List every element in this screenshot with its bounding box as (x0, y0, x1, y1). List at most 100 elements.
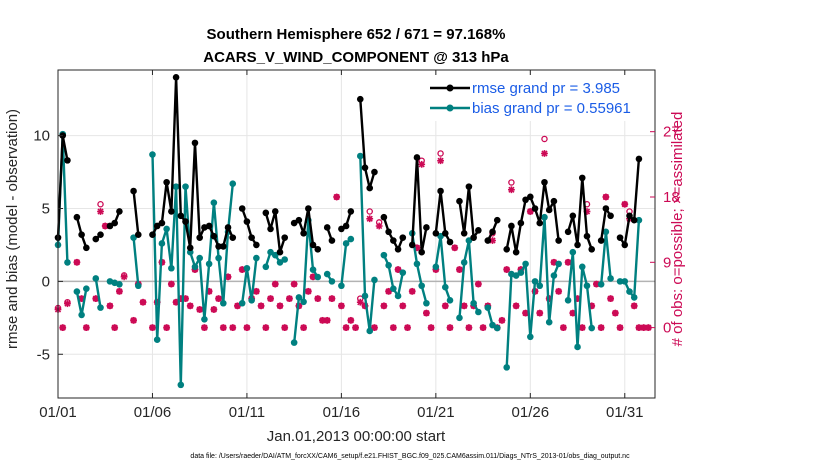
bias-point (281, 256, 289, 263)
rmse-point (465, 183, 473, 190)
rmse-point (503, 246, 510, 253)
bias-point (531, 278, 539, 285)
rmse-point (168, 208, 175, 215)
legend-box (420, 75, 646, 121)
bias-point (413, 260, 421, 268)
obs-assimilated-point (399, 302, 407, 310)
bias-point (635, 216, 643, 224)
plot-frame (57, 69, 656, 399)
obs-assimilated-stroke (286, 295, 293, 302)
bias-point (390, 285, 397, 292)
obs-assimilated-point (257, 302, 265, 310)
bias-point (394, 292, 402, 300)
obs-assimilated-point (92, 295, 100, 302)
rmse-point (253, 241, 260, 249)
rmse-point (271, 208, 279, 215)
obs-assimilated-point (304, 287, 312, 295)
obs-assimilated-point (219, 324, 227, 332)
bias-point (290, 339, 298, 346)
rmse-point (564, 228, 572, 236)
obs-assimilated-point (446, 324, 454, 332)
obs-assimilated-point (474, 280, 482, 288)
obs-assimilated-stroke (78, 295, 85, 302)
obs-assimilated-point (139, 298, 147, 306)
bias-point (300, 298, 307, 306)
bias-point (153, 336, 161, 343)
obs-assimilated-point (456, 266, 463, 273)
obs-assimilated-point (366, 215, 374, 223)
x-axis-label: Jan.01,2013 00:00:00 start (267, 428, 446, 445)
rmse-point (512, 248, 520, 256)
obs-assimilated-point (479, 324, 487, 332)
obs-possible-point (508, 179, 515, 186)
bias-point (92, 275, 100, 282)
bias-point (399, 269, 407, 276)
obs-assimilated-point (555, 287, 563, 295)
obs-assimilated-stroke (196, 306, 203, 313)
obs-assimilated-stroke (106, 302, 114, 309)
obs-assimilated-stroke (342, 324, 350, 331)
rmse-point (607, 212, 614, 220)
bias-point (630, 294, 638, 301)
rmse-point (361, 164, 369, 171)
obs-assimilated-point (319, 316, 326, 324)
bias-point (517, 269, 525, 276)
x-axis-ticks: 01/01 01/06 01/11 01/16 01/21 01/26 01/31 (39, 70, 644, 421)
y-tick-label: 5 (42, 200, 50, 217)
obs-assimilated-stroke (352, 324, 359, 331)
obs-assimilated-stroke (243, 324, 251, 331)
obs-assimilated-stroke (276, 302, 284, 309)
rmse-point (527, 193, 534, 201)
bias-point (220, 299, 227, 307)
bias-point (602, 228, 610, 236)
rmse-point (522, 196, 529, 204)
obs-assimilated-stroke (305, 288, 312, 295)
obs-assimilated-point (186, 302, 194, 310)
obs-assimilated-point (607, 295, 615, 302)
obs-assimilated-point (314, 295, 322, 302)
obs-assimilated-stroke (560, 324, 567, 331)
obs-assimilated-point (210, 306, 218, 313)
obs-assimilated-stroke (522, 309, 529, 317)
obs-assimilated-stroke (380, 302, 388, 309)
bias-point (97, 304, 104, 311)
obs-assimilated-point (404, 324, 411, 332)
obs-assimilated-point (290, 280, 298, 288)
obs-assimilated-stroke (272, 280, 279, 288)
obs-assimilated-stroke (300, 324, 307, 331)
bias-point (522, 260, 529, 268)
obs-assimilated-point (503, 266, 511, 273)
obs-assimilated-stroke (635, 324, 643, 331)
obs-assimilated-stroke (645, 324, 652, 331)
rmse-point (116, 208, 123, 215)
rmse-point (437, 187, 444, 195)
obs-assimilated-stroke (168, 280, 175, 288)
obs-assimilated-stroke (366, 215, 373, 222)
obs-assimilated-point (635, 324, 643, 332)
bias-point (130, 234, 137, 241)
rmse-point (347, 208, 355, 215)
rmse-point (106, 222, 114, 230)
obs-assimilated-stroke (508, 186, 515, 193)
bias-point (201, 315, 208, 323)
obs-assimilated-point (460, 302, 468, 310)
bias-point (78, 311, 85, 319)
bias-point (243, 264, 251, 272)
obs-possible-point (541, 135, 548, 143)
rmse-point (588, 246, 596, 253)
rmse-point (295, 216, 303, 224)
obs-assimilated-point (196, 306, 204, 313)
obs-assimilated-stroke (489, 237, 496, 244)
obs-assimilated-stroke (607, 295, 614, 302)
rmse-point (158, 219, 166, 227)
obs-assimilated-point (130, 316, 137, 324)
rmse-point (489, 228, 496, 236)
y2-tick-label: 27 (663, 124, 680, 141)
obs-assimilated-stroke (59, 324, 66, 331)
y-axis-label: rmse and bias (model - observation) (4, 109, 21, 349)
obs-assimilated-stroke (333, 193, 340, 201)
bias-point (626, 288, 633, 295)
bias-point (489, 321, 496, 329)
bias-point (262, 263, 270, 271)
bias-point (493, 324, 501, 332)
